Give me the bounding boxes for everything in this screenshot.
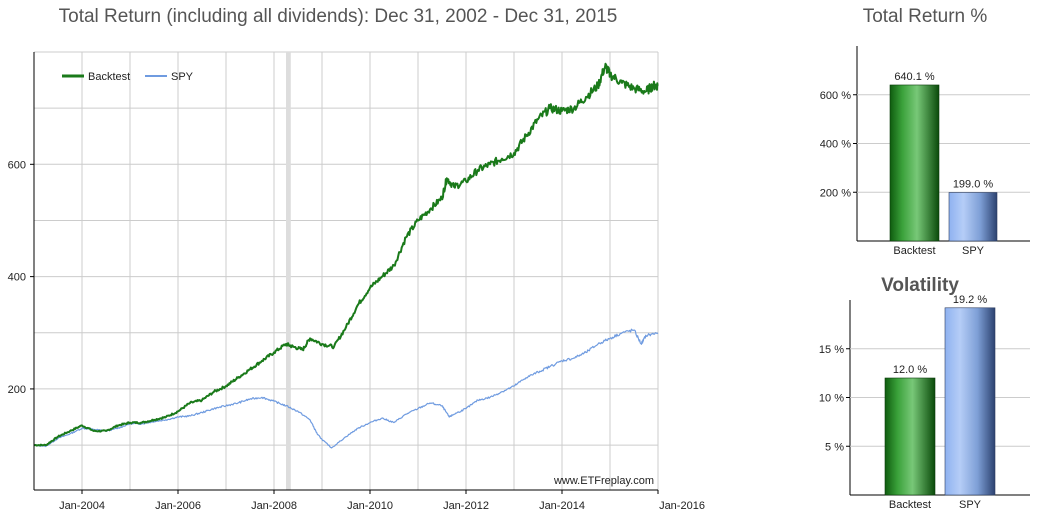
total-return-y-tick-label: 400 %: [820, 139, 851, 151]
line-chart-axes: [30, 52, 659, 494]
total-return-plot: 200 % 400 % 600 % 640.1 % Backtest 199.0 % SPY: [820, 46, 1030, 257]
total-return-y-tick-label: 200 %: [820, 187, 851, 199]
total-return-bar-chart: Total Return % 200 % 400 % 600 % 640.1 % Bac…: [820, 6, 1030, 257]
volatility-plot: 5 % 10 % 15 % 12.0 % Backtest 19.2 % SPY: [819, 294, 1030, 511]
line-chart-series: [33, 62, 659, 449]
series-line-backtest: [33, 62, 659, 447]
total-return-bar-spy: [948, 192, 998, 242]
total-return-y-tick-label: 600 %: [820, 90, 851, 102]
volatility-y-tick-label: 15 %: [819, 344, 844, 356]
x-tick-label: Jan-2004: [59, 500, 105, 512]
legend-label-backtest: Backtest: [88, 71, 130, 83]
volatility-category-label: Backtest: [889, 499, 931, 511]
line-chart-title: Total Return (including all dividends): …: [59, 6, 618, 27]
x-tick-label: Jan-2014: [539, 500, 585, 512]
legend: Backtest SPY: [62, 71, 194, 83]
total-return-title: Total Return %: [863, 6, 988, 27]
volatility-value-label: 19.2 %: [953, 294, 987, 306]
line-chart: Total Return (including all dividends): …: [8, 6, 705, 512]
y-tick-label: 400: [8, 272, 26, 284]
watermark: www.ETFreplay.com: [553, 475, 654, 487]
volatility-bar-chart: Volatility 5 % 10 % 15 % 12.0 % Backtest 19.2…: [819, 275, 1030, 511]
x-tick-label: Jan-2012: [443, 500, 489, 512]
volatility-title: Volatility: [881, 275, 959, 296]
x-tick-label: Jan-2008: [251, 500, 297, 512]
volatility-category-label: SPY: [959, 499, 982, 511]
x-tick-label: Jan-2006: [155, 500, 201, 512]
total-return-category-label: Backtest: [893, 245, 935, 257]
total-return-value-label: 199.0 %: [953, 178, 994, 190]
volatility-y-tick-label: 5 %: [825, 441, 844, 453]
volatility-bar-spy: [944, 307, 996, 496]
volatility-bar-backtest: [884, 377, 936, 496]
series-line-spy: [33, 328, 659, 449]
x-tick-label: Jan-2010: [347, 500, 393, 512]
y-tick-label: 600: [8, 159, 26, 171]
total-return-value-label: 640.1 %: [894, 71, 935, 83]
volatility-value-label: 12.0 %: [893, 364, 927, 376]
y-tick-label: 200: [8, 384, 26, 396]
y-tick-labels: 200 400 600: [8, 159, 26, 396]
total-return-category-label: SPY: [962, 245, 985, 257]
total-return-bar-backtest: [889, 84, 940, 242]
shaded-period: [286, 52, 291, 490]
x-tick-label: Jan-2016: [659, 500, 705, 512]
x-tick-labels: Jan-2004 Jan-2006 Jan-2008 Jan-2010 Jan-2012…: [59, 500, 705, 512]
legend-label-spy: SPY: [171, 71, 194, 83]
volatility-y-tick-label: 10 %: [819, 393, 844, 405]
line-chart-grid: [34, 51, 659, 490]
